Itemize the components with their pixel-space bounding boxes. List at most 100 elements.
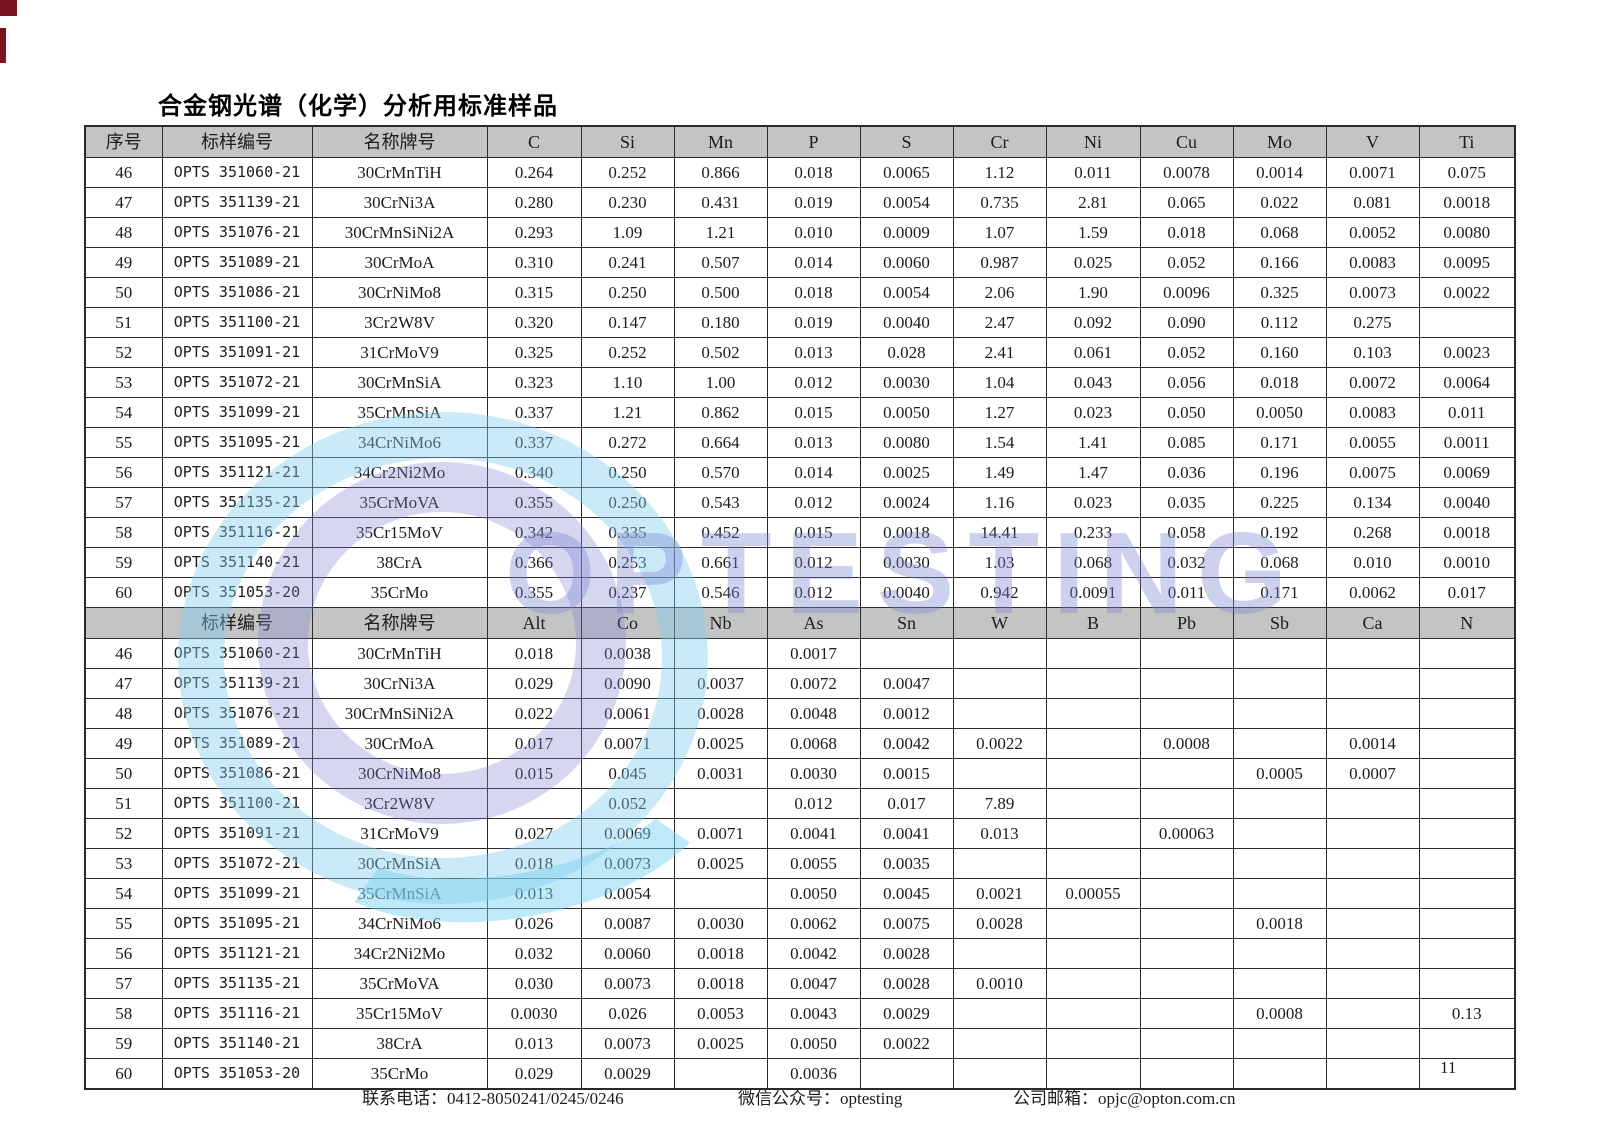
cell-value: 0.0052: [1325, 217, 1420, 248]
footer-wechat-value: optesting: [840, 1089, 903, 1108]
cell-value: 0.00055: [1045, 878, 1141, 909]
cell-sample-code: OPTS 351091-21: [161, 818, 313, 849]
cell-value: 0.987: [952, 247, 1047, 278]
cell-index: 48: [84, 217, 163, 248]
cell-value: 2.41: [952, 337, 1047, 368]
standards-table: 序号 标样编号 名称牌号 C Si Mn P S Cr Ni Cu Mo V Ti 46 OPTS 35106…: [84, 125, 1516, 1090]
cell-value: [1418, 788, 1516, 819]
cell-value: 0.0036: [766, 1058, 861, 1090]
cell-value: 0.056: [1139, 367, 1234, 398]
cell-value: 0.036: [1139, 457, 1234, 488]
cell-value: [1325, 818, 1420, 849]
cell-grade-name: 30CrNiMo8: [311, 758, 488, 789]
cell-value: [952, 638, 1047, 669]
footer-wechat: 微信公众号：optesting: [738, 1084, 902, 1109]
cell-value: 0.250: [580, 457, 675, 488]
cell-value: [1325, 1028, 1420, 1059]
cell-value: 0.065: [1139, 187, 1234, 218]
cell-value: 0.0072: [766, 668, 861, 699]
table-row: 55 OPTS 351095-21 34CrNiMo6 0.026 0.0087 0.00…: [84, 908, 1516, 939]
cell-value: 0.543: [673, 487, 768, 518]
table-row: 51 OPTS 351100-21 3Cr2W8V 0.052 0.012 0.017 7.…: [84, 788, 1516, 819]
cell-value: [1418, 307, 1516, 338]
cell-grade-name: 30CrMoA: [311, 247, 488, 278]
cell-grade-name: 31CrMoV9: [311, 337, 488, 368]
cell-value: 0.013: [486, 1028, 582, 1059]
cell-sample-code: OPTS 351095-21: [161, 908, 313, 939]
cell-grade-name: 38CrA: [311, 547, 488, 578]
cell-value: 0.0030: [859, 547, 954, 578]
table-row: 47 OPTS 351139-21 30CrNi3A 0.029 0.0090 0.003…: [84, 668, 1516, 699]
cell-sample-code: OPTS 351095-21: [161, 427, 313, 458]
cell-value: [1325, 908, 1420, 939]
cell-index: 53: [84, 367, 163, 398]
cell-value: [1418, 728, 1516, 759]
footer-email-label: 公司邮箱：: [1013, 1089, 1098, 1108]
cell-value: 0.280: [486, 187, 582, 218]
cell-value: 0.0047: [766, 968, 861, 999]
cell-value: 0.015: [486, 758, 582, 789]
cell-value: 1.10: [580, 367, 675, 398]
cell-value: 0.0030: [859, 367, 954, 398]
cell-value: 0.0018: [673, 968, 768, 999]
cell-grade-name: 30CrNi3A: [311, 668, 488, 699]
cell-value: 0.0053: [673, 998, 768, 1029]
cell-value: [1045, 758, 1141, 789]
cell-value: 0.052: [1139, 337, 1234, 368]
cell-value: [673, 788, 768, 819]
cell-index: 60: [84, 577, 163, 608]
cell-value: 0.019: [766, 187, 861, 218]
cell-value: [1139, 788, 1234, 819]
cell-value: [1139, 878, 1234, 909]
cell-value: 0.012: [766, 577, 861, 608]
table-row: 53 OPTS 351072-21 30CrMnSiA 0.018 0.0073 0.00…: [84, 848, 1516, 879]
cell-value: 0.032: [486, 938, 582, 969]
cell-index: 50: [84, 277, 163, 308]
cell-value: 0.014: [766, 457, 861, 488]
cell-value: 0.0043: [766, 998, 861, 1029]
cell-value: 0.230: [580, 187, 675, 218]
cell-value: 0.431: [673, 187, 768, 218]
cell-value: 0.0069: [1418, 457, 1516, 488]
cell-value: 0.355: [486, 577, 582, 608]
cell-value: 0.942: [952, 577, 1047, 608]
footer-wechat-label: 微信公众号：: [738, 1089, 840, 1108]
cell-value: [1139, 1028, 1234, 1059]
cell-value: 0.0055: [766, 848, 861, 879]
cell-value: [1232, 668, 1327, 699]
cell-index: 48: [84, 698, 163, 729]
cell-grade-name: 3Cr2W8V: [311, 788, 488, 819]
cell-value: 1.16: [952, 487, 1047, 518]
cell-index: 49: [84, 728, 163, 759]
cell-value: 0.233: [1045, 517, 1141, 548]
cell-value: 0.325: [486, 337, 582, 368]
cell-value: 0.225: [1232, 487, 1327, 518]
cell-value: 0.0037: [673, 668, 768, 699]
cell-sample-code: OPTS 351072-21: [161, 848, 313, 879]
table-row: 56 OPTS 351121-21 34Cr2Ni2Mo 0.032 0.0060 0.0…: [84, 938, 1516, 969]
cell-value: 0.029: [486, 1058, 582, 1090]
table-container: 序号 标样编号 名称牌号 C Si Mn P S Cr Ni Cu Mo V Ti 46 OPTS 35106…: [84, 125, 1516, 1090]
cell-index: 46: [84, 157, 163, 188]
column-header: 序号: [84, 125, 163, 158]
cell-value: 0.0055: [1325, 427, 1420, 458]
column-header: Cr: [952, 125, 1047, 158]
cell-value: 1.90: [1045, 277, 1141, 308]
cell-sample-code: OPTS 351099-21: [161, 878, 313, 909]
cell-value: 0.019: [766, 307, 861, 338]
cell-value: [1418, 1028, 1516, 1059]
cell-value: [1139, 968, 1234, 999]
cell-value: [952, 1028, 1047, 1059]
cell-value: 1.27: [952, 397, 1047, 428]
column-header: B: [1045, 607, 1141, 639]
cell-value: 0.862: [673, 397, 768, 428]
cell-value: [1139, 758, 1234, 789]
cell-value: [1045, 788, 1141, 819]
column-header: Nb: [673, 607, 768, 639]
cell-value: 0.0040: [859, 577, 954, 608]
table-row: 52 OPTS 351091-21 31CrMoV9 0.027 0.0069 0.007…: [84, 818, 1516, 849]
cell-value: 0.017: [859, 788, 954, 819]
page-number: 11: [1440, 1058, 1457, 1077]
cell-value: 0.013: [486, 878, 582, 909]
cell-value: 0.0071: [1325, 157, 1420, 188]
